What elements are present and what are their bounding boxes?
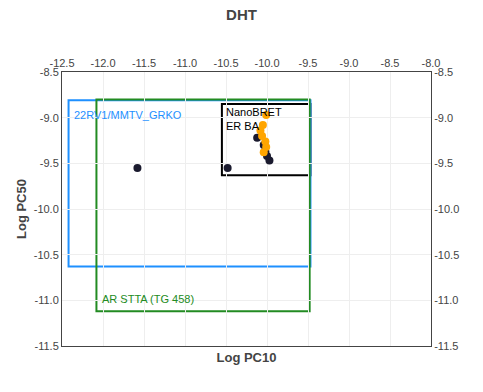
svg-text:-10.0: -10.0 [434, 203, 459, 215]
svg-text:22RV1/MMTV_GRKO: 22RV1/MMTV_GRKO [74, 109, 182, 121]
svg-text:-8.0: -8.0 [422, 57, 441, 69]
svg-text:-11.0: -11.0 [35, 294, 59, 306]
svg-text:-10.5: -10.5 [434, 249, 459, 261]
svg-text:-11.5: -11.5 [434, 340, 458, 352]
svg-text:-11.5: -11.5 [132, 57, 156, 69]
svg-text:-10.0: -10.0 [254, 57, 279, 69]
svg-text:DHT: DHT [226, 6, 257, 23]
svg-text:-9.0: -9.0 [340, 57, 359, 69]
svg-text:-8.5: -8.5 [381, 57, 400, 69]
svg-text:-12.0: -12.0 [90, 57, 115, 69]
svg-text:Log PC50: Log PC50 [14, 179, 29, 239]
svg-text:-11.5: -11.5 [35, 340, 59, 352]
svg-text:NanoBRETER BA: NanoBRETER BA [226, 106, 282, 132]
svg-text:-10.5: -10.5 [213, 57, 238, 69]
svg-text:-9.0: -9.0 [434, 112, 453, 124]
svg-text:-9.5: -9.5 [434, 157, 453, 169]
svg-text:-9.5: -9.5 [299, 57, 318, 69]
svg-text:AR STTA (TG 458): AR STTA (TG 458) [102, 293, 194, 305]
svg-text:-10.0: -10.0 [34, 203, 59, 215]
svg-text:-10.5: -10.5 [34, 249, 59, 261]
svg-text:-11.0: -11.0 [173, 57, 197, 69]
svg-text:-9.5: -9.5 [40, 157, 59, 169]
svg-text:-12.5: -12.5 [49, 57, 74, 69]
svg-text:Log PC10: Log PC10 [217, 350, 277, 365]
svg-text:-9.0: -9.0 [40, 112, 59, 124]
svg-text:-11.0: -11.0 [434, 294, 458, 306]
svg-text:-8.5: -8.5 [40, 66, 59, 78]
svg-text:-8.5: -8.5 [434, 66, 453, 78]
